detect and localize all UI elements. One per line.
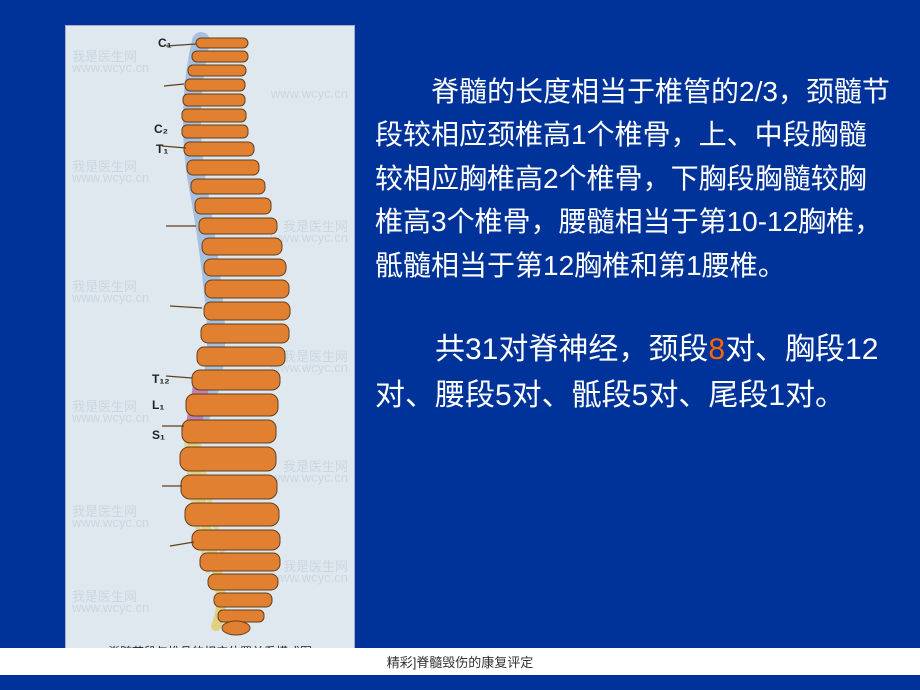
paragraph-1: 脊髓的长度相当于椎管的2/3，颈髓节段较相应颈椎高1个椎骨，上、中段胸髓较相应胸… [375, 70, 890, 287]
label-t12: T₁₂ [152, 372, 170, 386]
label-t1: T₁ [156, 142, 168, 156]
label-s1: S₁ [152, 428, 165, 442]
label-l1: L₁ [152, 398, 164, 412]
spine-svg [66, 26, 355, 665]
paragraph-2: 共31对脊神经，颈段8对、胸段12对、腰段5对、骶段5对、尾段1对。 [375, 327, 890, 420]
para2-before: 共31对脊神经，颈段 [435, 333, 708, 366]
label-c2: C₂ [154, 122, 168, 136]
label-c1: C₁ [158, 36, 172, 50]
slide-footer: 精彩]脊髓毁伤的康复评定 [0, 648, 920, 675]
para2-highlight: 8 [708, 333, 725, 366]
slide: 我是医生网 www.wcyc.cn 我是医生网 www.wcyc.cn 我是医生… [0, 0, 920, 690]
spine-diagram: 我是医生网 www.wcyc.cn 我是医生网 www.wcyc.cn 我是医生… [65, 25, 355, 665]
text-column: 脊髓的长度相当于椎管的2/3，颈髓节段较相应颈椎高1个椎骨，上、中段胸髓较相应胸… [355, 0, 920, 690]
